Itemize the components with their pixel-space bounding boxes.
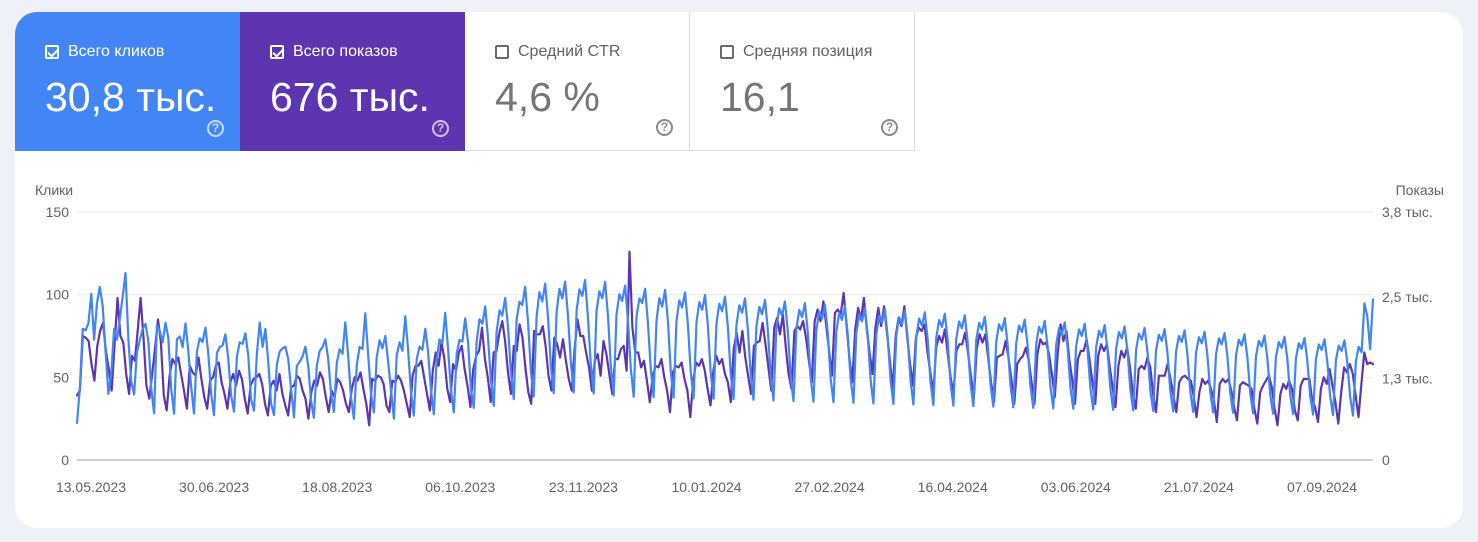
left-tick-label: 0 [61, 452, 69, 468]
x-tick-label: 13.05.2023 [56, 479, 126, 495]
metric-position-label: Средняя позиция [743, 43, 873, 60]
checkbox-unchecked-icon[interactable] [720, 45, 734, 59]
metric-clicks[interactable]: Всего кликов 30,8 тыс. ? [15, 12, 240, 151]
x-tick-label: 06.10.2023 [425, 479, 495, 495]
metric-position-value: 16,1 [720, 74, 800, 120]
chart-series [75, 250, 1375, 427]
clicks-series-line [75, 250, 1375, 427]
checkbox-unchecked-icon[interactable] [495, 45, 509, 59]
help-icon[interactable]: ? [656, 119, 673, 136]
metric-ctr-label: Средний CTR [518, 43, 621, 60]
metric-impressions-label: Всего показов [293, 43, 398, 60]
left-tick-label: 50 [53, 369, 69, 385]
x-tick-label: 18.08.2023 [302, 479, 372, 495]
metric-clicks-value: 30,8 тыс. [45, 74, 217, 120]
left-tick-label: 100 [46, 287, 70, 303]
metric-impressions[interactable]: Всего показов 676 тыс. ? [240, 12, 465, 151]
left-axis-title: Клики [35, 182, 73, 198]
x-tick-label: 07.09.2024 [1287, 479, 1357, 495]
metric-ctr-header: Средний CTR [495, 43, 620, 61]
x-tick-label: 03.06.2024 [1041, 479, 1111, 495]
help-icon[interactable]: ? [432, 120, 449, 137]
chart-axes: 0 50 100 150 0 1,3 тыс. 2,5 тыс. 3,8 тыс. Клики П… [35, 182, 1444, 495]
checkbox-checked-icon[interactable] [270, 45, 284, 59]
impressions-series-line [75, 271, 1375, 424]
right-tick-label: 0 [1382, 452, 1390, 468]
metric-impressions-header: Всего показов [270, 43, 398, 61]
right-axis-title: Показы [1396, 182, 1444, 198]
metric-ctr-value: 4,6 % [495, 74, 600, 120]
performance-chart[interactable]: 0 50 100 150 0 1,3 тыс. 2,5 тыс. 3,8 тыс. Клики П… [15, 12, 1463, 528]
right-tick-label: 1,3 тыс. [1382, 370, 1433, 386]
performance-card: Всего кликов 30,8 тыс. ? Всего показов 6… [15, 12, 1463, 528]
metric-impressions-value: 676 тыс. [270, 74, 430, 120]
x-tick-label: 21.07.2024 [1164, 479, 1234, 495]
help-icon[interactable]: ? [881, 119, 898, 136]
x-tick-label: 23.11.2023 [549, 479, 618, 495]
x-tick-label: 30.06.2023 [179, 479, 249, 495]
metric-position[interactable]: Средняя позиция 16,1 ? [690, 12, 915, 151]
metric-tabs: Всего кликов 30,8 тыс. ? Всего показов 6… [15, 12, 915, 151]
metric-position-header: Средняя позиция [720, 43, 872, 61]
left-tick-label: 150 [46, 204, 70, 220]
metric-clicks-header: Всего кликов [45, 43, 164, 61]
metric-ctr[interactable]: Средний CTR 4,6 % ? [465, 12, 690, 151]
right-tick-label: 3,8 тыс. [1382, 204, 1433, 220]
x-tick-label: 16.04.2024 [918, 479, 988, 495]
x-tick-label: 10.01.2024 [671, 479, 741, 495]
metric-clicks-label: Всего кликов [68, 43, 165, 60]
right-tick-label: 2,5 тыс. [1382, 289, 1433, 305]
help-icon[interactable]: ? [207, 120, 224, 137]
checkbox-checked-icon[interactable] [45, 45, 59, 59]
x-tick-label: 27.02.2024 [795, 479, 865, 495]
